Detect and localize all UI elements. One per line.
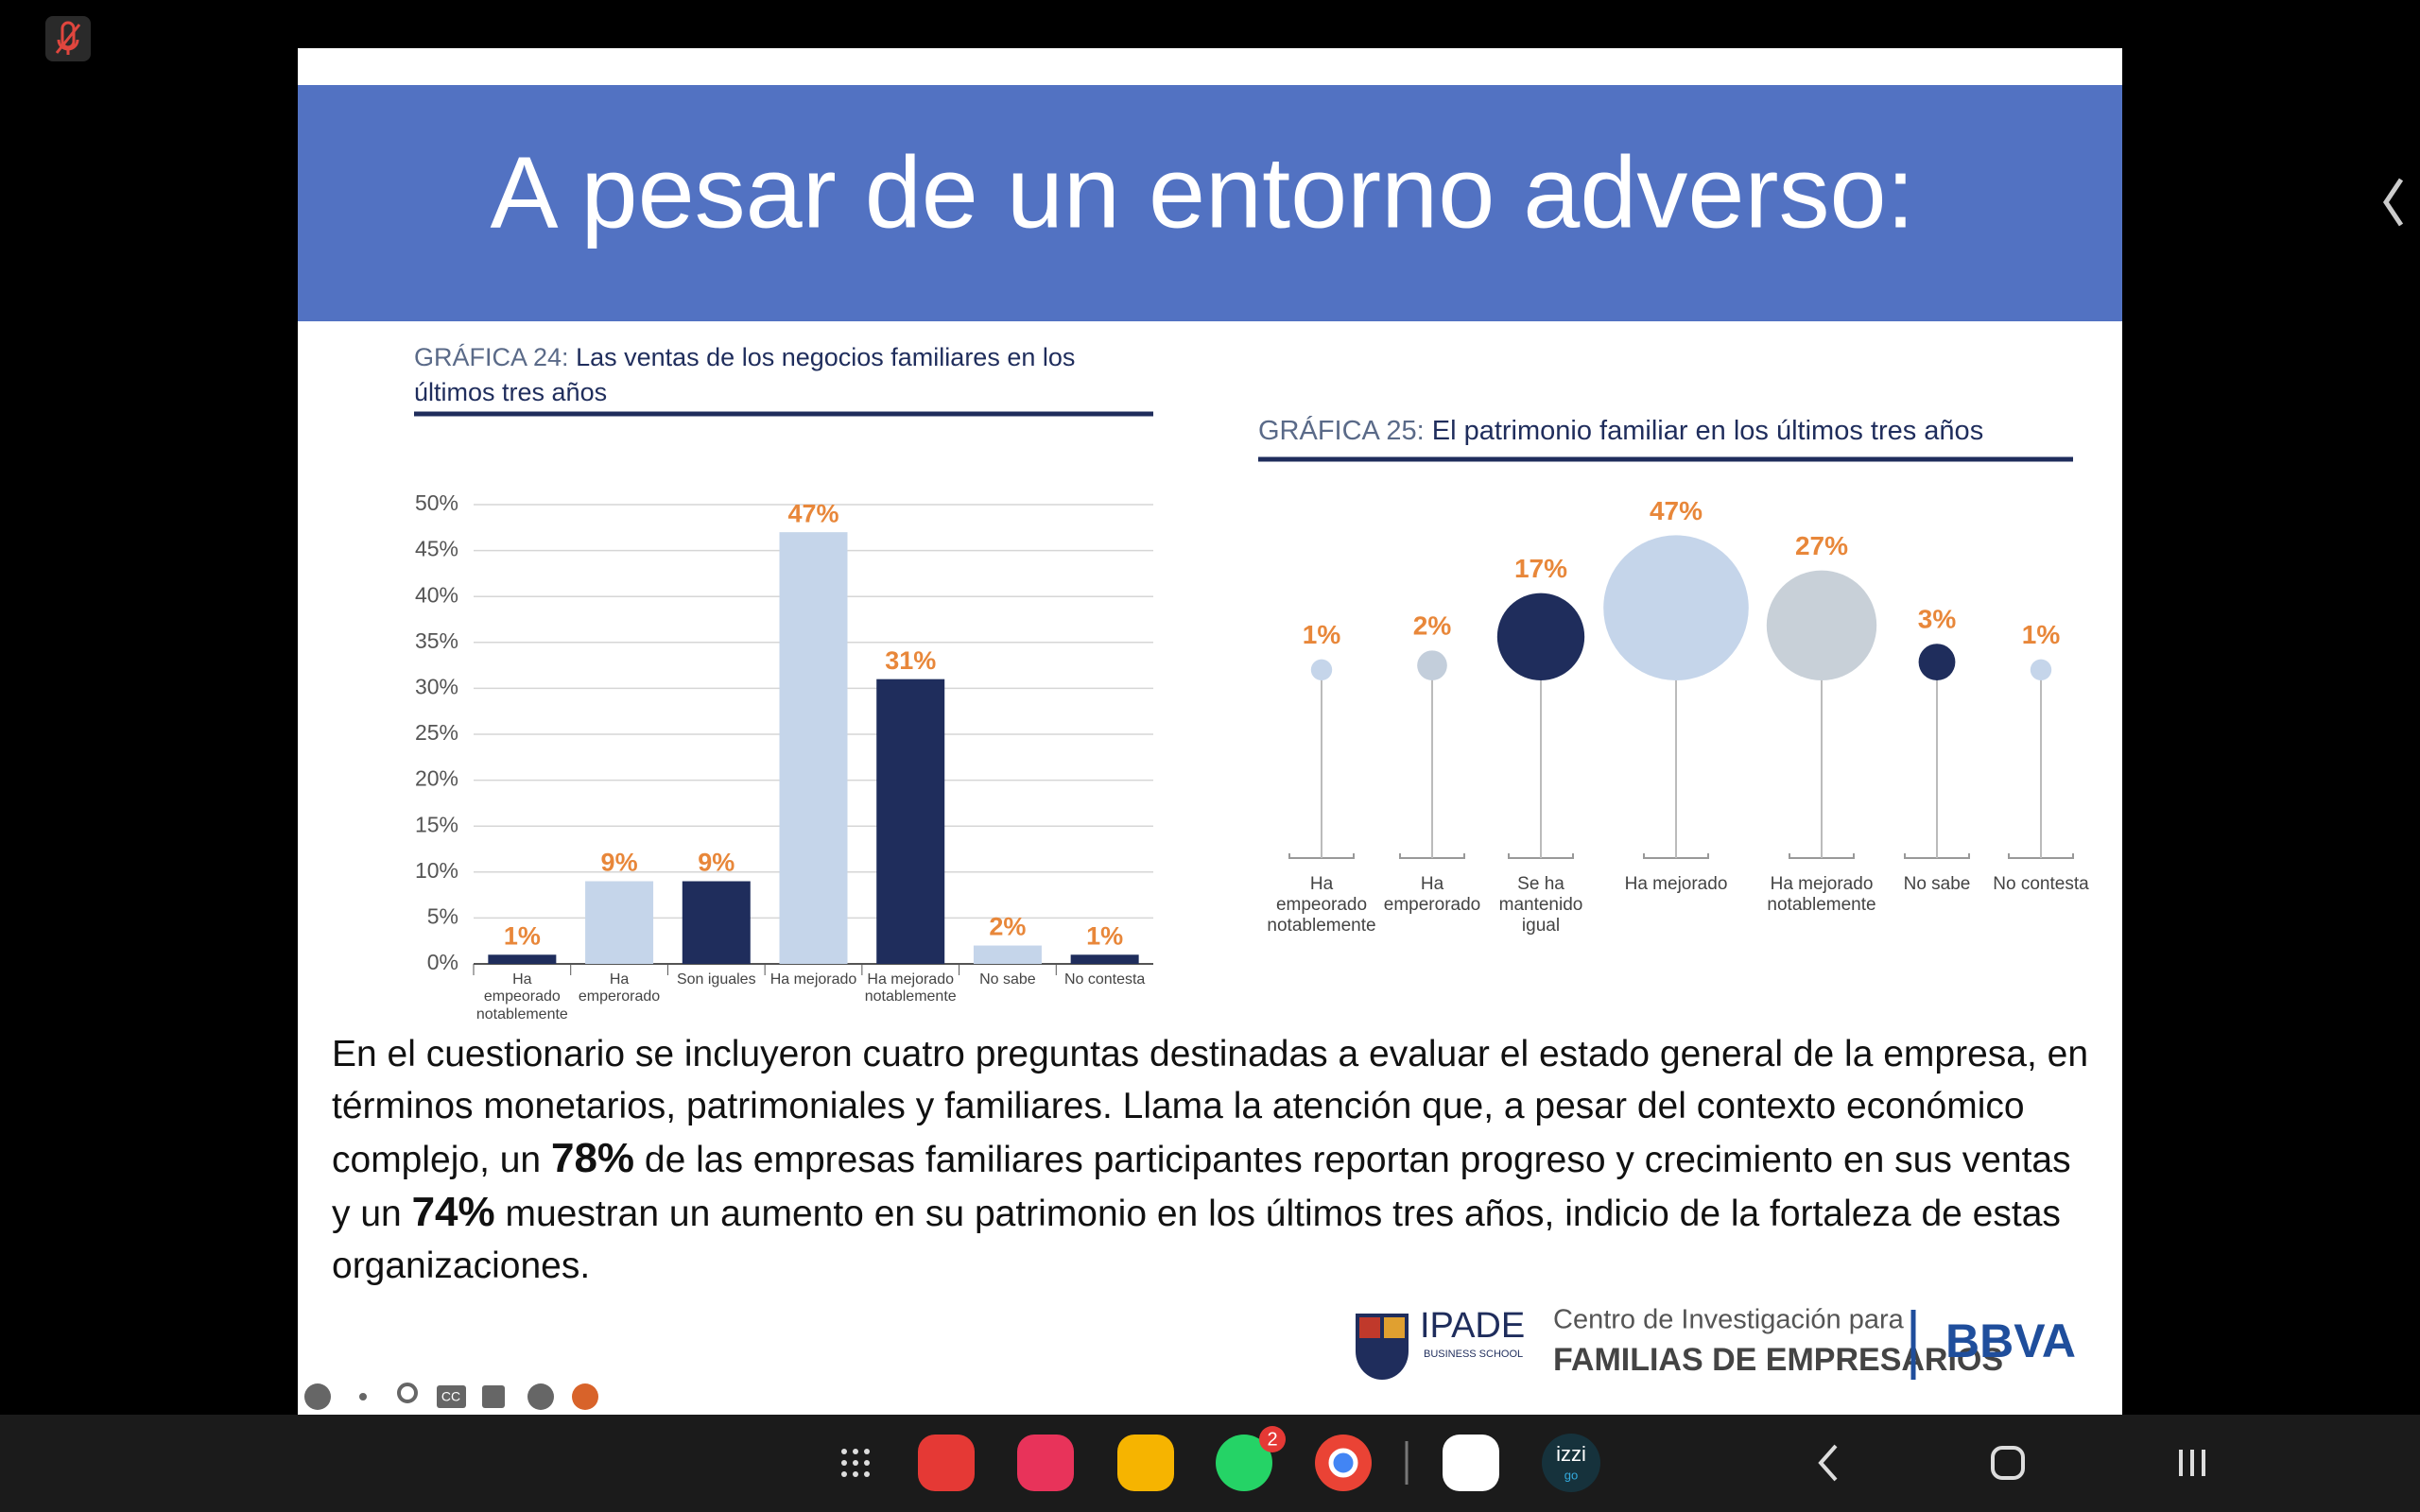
- emphasis: 78%: [550, 1135, 635, 1181]
- bar: [682, 881, 751, 964]
- value-label: 2%: [1413, 611, 1452, 641]
- y-tick-label: 10%: [415, 858, 458, 883]
- chart-heading: GRÁFICA 24: Las ventas de los negocios f…: [414, 340, 1161, 410]
- y-tick-label: 20%: [415, 766, 458, 791]
- emphasis: 74%: [411, 1189, 495, 1235]
- presenter-toolbar[interactable]: [304, 1383, 598, 1410]
- y-tick-label: 50%: [415, 490, 458, 515]
- bubble: [2030, 659, 2052, 680]
- x-tick-label: Ha mejorado: [769, 971, 857, 988]
- bar: [1070, 954, 1139, 964]
- value-label: 9%: [698, 849, 735, 877]
- value-label: 1%: [504, 921, 541, 950]
- value-label: 27%: [1795, 531, 1848, 560]
- cc-label[interactable]: CC: [441, 1389, 460, 1404]
- bar: [876, 679, 945, 964]
- x-tick-label: No sabe: [1903, 874, 1971, 894]
- x-tick-label: Ha emperorado: [1383, 874, 1481, 915]
- heading-prefix: GRÁFICA 25:: [1258, 416, 1425, 446]
- heading-prefix: GRÁFICA 24:: [414, 343, 569, 371]
- value-label: 47%: [1650, 496, 1703, 525]
- side-arrow[interactable]: [2382, 178, 2404, 227]
- bar: [973, 945, 1042, 964]
- taskbar: [0, 1415, 2420, 1512]
- bubble: [1310, 659, 1333, 680]
- value-label: 9%: [601, 849, 638, 877]
- value-label: 2%: [989, 913, 1026, 941]
- x-tick-label: Ha empeorado notablemente: [1267, 874, 1376, 936]
- value-label: 1%: [1086, 921, 1123, 950]
- bubble: [1603, 535, 1749, 680]
- chart-heading: GRÁFICA 25: El patrimonio familiar en lo…: [1258, 416, 2090, 447]
- y-tick-label: 25%: [415, 720, 458, 745]
- value-label: 1%: [1303, 620, 1341, 649]
- bubble: [1417, 650, 1447, 681]
- logo-bbva: BBVA: [1945, 1314, 2076, 1367]
- bar: [779, 532, 848, 964]
- body-segment: muestran un aumento en su patrimonio en …: [332, 1194, 2061, 1286]
- value-label: 31%: [885, 646, 936, 675]
- value-label: 1%: [2022, 620, 2061, 649]
- x-tick-label: Ha empeorado notablemente: [475, 971, 568, 1022]
- app-icons[interactable]: [841, 1426, 2205, 1492]
- body-segment: En el cuestionario se incluyeron cuatro …: [332, 1034, 2089, 1180]
- shield: [1356, 1314, 1409, 1380]
- y-tick-label: 15%: [415, 812, 458, 836]
- bar: [488, 954, 557, 964]
- logo-school: BUSINESS SCHOOL: [1424, 1349, 1523, 1360]
- body-segment: de las empresas familiares participantes…: [332, 1140, 2071, 1234]
- value-label: 3%: [1918, 605, 1957, 634]
- x-tick-label: Ha mejorado notablemente: [864, 971, 957, 1005]
- logo-ipade: IPADE: [1420, 1306, 1525, 1346]
- izzi-go: go: [1564, 1468, 1578, 1482]
- bubble: [1496, 593, 1585, 680]
- body-text: En el cuestionario se incluyeron cuatro …: [332, 1028, 2090, 1292]
- y-tick-label: 0%: [427, 950, 458, 974]
- izzi-label: izzi: [1556, 1442, 1586, 1466]
- slide-title: A pesar de un entorno adverso:: [490, 135, 1914, 249]
- mic-icon: [55, 21, 81, 55]
- x-tick-label: Ha emperorado: [578, 971, 661, 1005]
- value-label: 17%: [1514, 554, 1567, 583]
- value-label: 47%: [787, 499, 838, 527]
- x-tick-label: Ha mejorado notablemente: [1767, 874, 1876, 915]
- x-tick-label: Se ha mantenido igual: [1498, 874, 1583, 936]
- bar: [585, 881, 654, 964]
- notification-badge: 2: [1267, 1429, 1277, 1450]
- title-band: [298, 85, 2122, 321]
- y-tick-label: 5%: [427, 903, 458, 928]
- logo-center: Centro de Investigación para: [1553, 1305, 1905, 1335]
- y-tick-label: 35%: [415, 628, 458, 653]
- x-tick-label: No contesta: [1993, 874, 2089, 894]
- heading-title: Las ventas de los negocios familiares en…: [414, 343, 1076, 406]
- y-tick-label: 45%: [415, 537, 458, 561]
- x-tick-label: No contesta: [1063, 971, 1146, 988]
- bubble: [1766, 570, 1877, 680]
- x-tick-label: Son iguales: [676, 971, 756, 988]
- heading-title: El patrimonio familiar en los últimos tr…: [1431, 416, 1984, 446]
- y-tick-label: 40%: [415, 582, 458, 607]
- logo-families: FAMILIAS DE EMPRESARIOS: [1553, 1342, 2003, 1378]
- y-tick-label: 30%: [415, 674, 458, 698]
- x-tick-label: No sabe: [979, 971, 1036, 988]
- x-tick-label: Ha mejorado: [1624, 874, 1728, 894]
- bubble: [1918, 644, 1956, 680]
